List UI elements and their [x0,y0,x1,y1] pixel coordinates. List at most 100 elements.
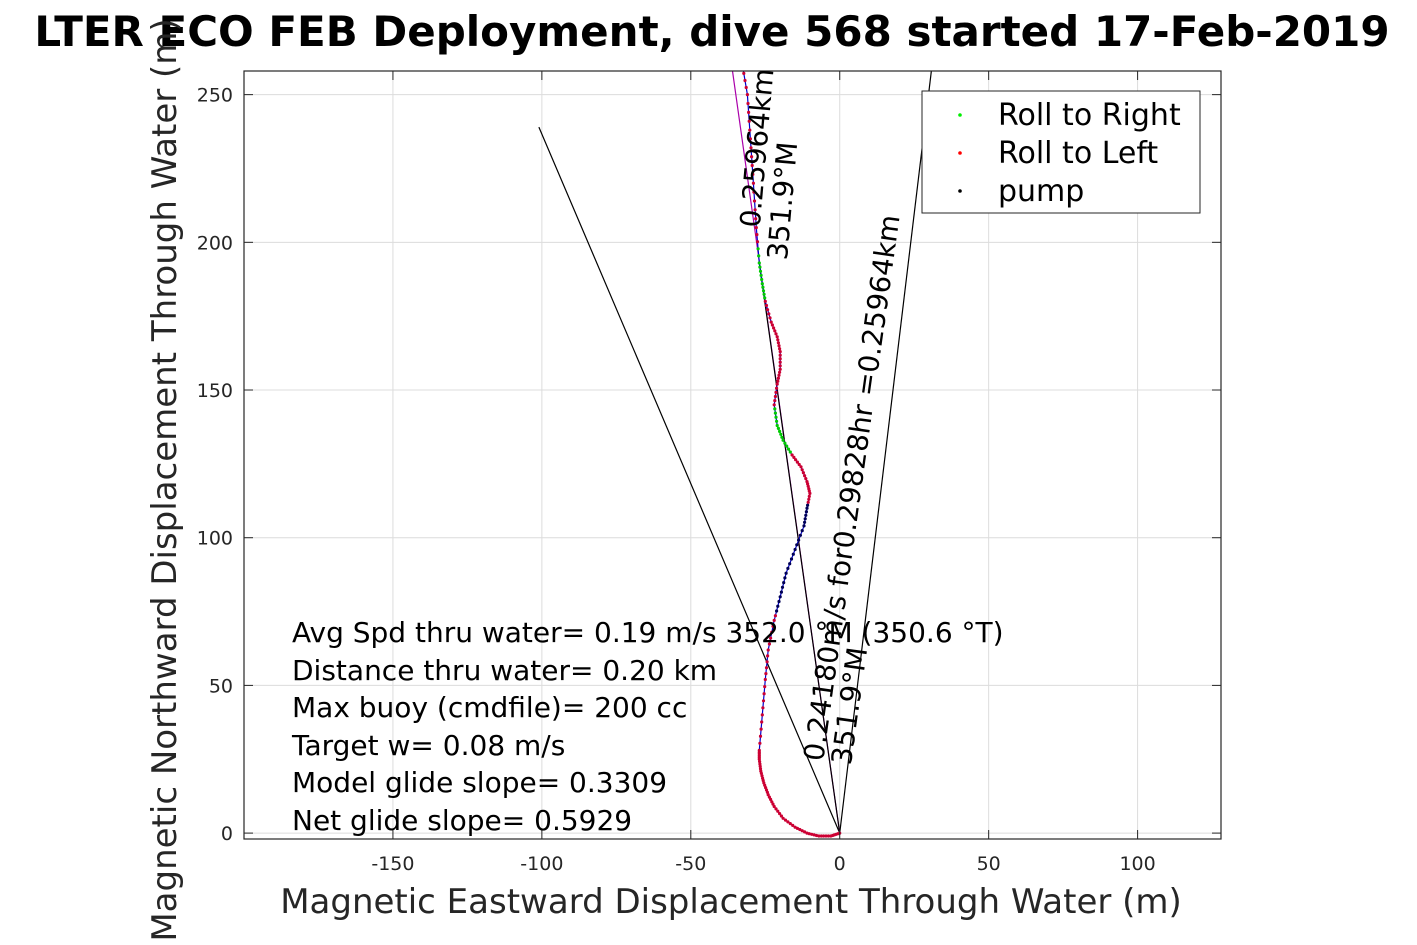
track-point [826,834,831,838]
track-point [758,734,763,738]
track-point [763,685,767,689]
track-point [799,465,803,469]
guide-line [758,262,841,834]
track-point [754,226,758,230]
track-point [792,455,796,459]
track-point [763,677,767,682]
track-point [777,599,781,604]
track-point [756,247,760,251]
track-point [775,382,779,386]
track-point [786,447,791,451]
track-point [772,403,776,407]
y-tick-label: 200 [197,232,233,254]
track-point [793,825,797,829]
track-point [774,415,778,419]
track-point [759,769,763,773]
track-point [806,484,810,488]
track-point [773,614,778,618]
track-point [752,190,756,194]
legend-marker-pump [958,189,962,193]
x-tick-label: 0 [834,853,846,875]
track-point [767,795,772,799]
track-point [774,807,778,811]
track-point [757,254,761,258]
track-point [751,172,755,176]
track-point [807,487,811,491]
track-point [775,386,779,390]
legend-label-roll-right: Roll to Right [998,98,1181,133]
legend: Roll to Right Roll to Left pump [921,90,1201,214]
track-point [791,823,795,828]
guide-lines [538,71,932,834]
track-point [769,636,773,640]
track-point [778,364,782,368]
track-point [824,834,828,838]
track-point [742,71,746,75]
track-point [770,800,774,804]
track-point [764,666,769,670]
annotation-block: Avg Spd thru water= 0.19 m/s 352.0 °M (3… [291,616,1004,837]
track-point [795,460,800,464]
track-point [814,833,819,838]
track-point [783,818,788,822]
track-point [786,820,790,824]
track-point [747,110,751,114]
legend-label-pump: pump [998,174,1084,209]
track-point [758,741,762,745]
track-point [778,353,782,357]
track-point [773,394,778,399]
track-point [793,547,797,552]
track-point [761,706,765,710]
track-point [778,429,782,433]
track-point [798,533,803,537]
track-point [778,360,782,364]
annotation-target-w: Target w= 0.08 m/s [291,729,565,762]
track-point [819,834,823,838]
track-point [766,648,770,652]
track-point [775,335,779,339]
track-point [788,450,792,454]
legend-label-roll-left: Roll to Left [998,136,1158,171]
track-point [773,411,778,415]
track-point [772,618,776,623]
track-point [803,517,807,521]
track-point [763,296,767,300]
track-point [785,444,789,448]
track-point [778,812,782,816]
x-axis-label: Magnetic Eastward Displacement Through W… [280,882,1182,922]
track-point [778,347,782,351]
track-point [764,672,768,676]
track-point [777,344,781,348]
track-point [804,510,809,514]
track-point [749,146,753,150]
y-tick-label: 250 [197,85,233,107]
track-point [797,462,801,467]
track-point [758,265,762,269]
track-point [783,576,787,580]
track-point [762,692,766,696]
track-point [757,748,761,753]
track-point [803,520,807,524]
track-point [776,604,780,608]
track-point [806,500,810,504]
y-ticks: 0 50 100 150 200 250 [197,85,1221,845]
track-point [758,760,762,764]
track-point [817,834,821,838]
track-point [769,320,773,324]
track-point [759,727,763,731]
track-point [775,423,779,428]
track-point [760,277,764,282]
track-point [810,832,814,836]
legend-marker-roll-right [958,113,962,117]
track-point [800,468,804,472]
track-point [748,128,752,132]
track-point [760,720,764,724]
track-point [745,93,750,97]
track-point [778,595,782,599]
chart-title: LTER ECO FEB Deployment, dive 568 starte… [34,7,1389,56]
legend-box [921,90,1201,214]
track-point [808,491,812,495]
annotation-max-buoy: Max buoy (cmdfile)= 200 cc [292,691,687,724]
track-point [783,441,787,445]
track-point [758,269,763,273]
